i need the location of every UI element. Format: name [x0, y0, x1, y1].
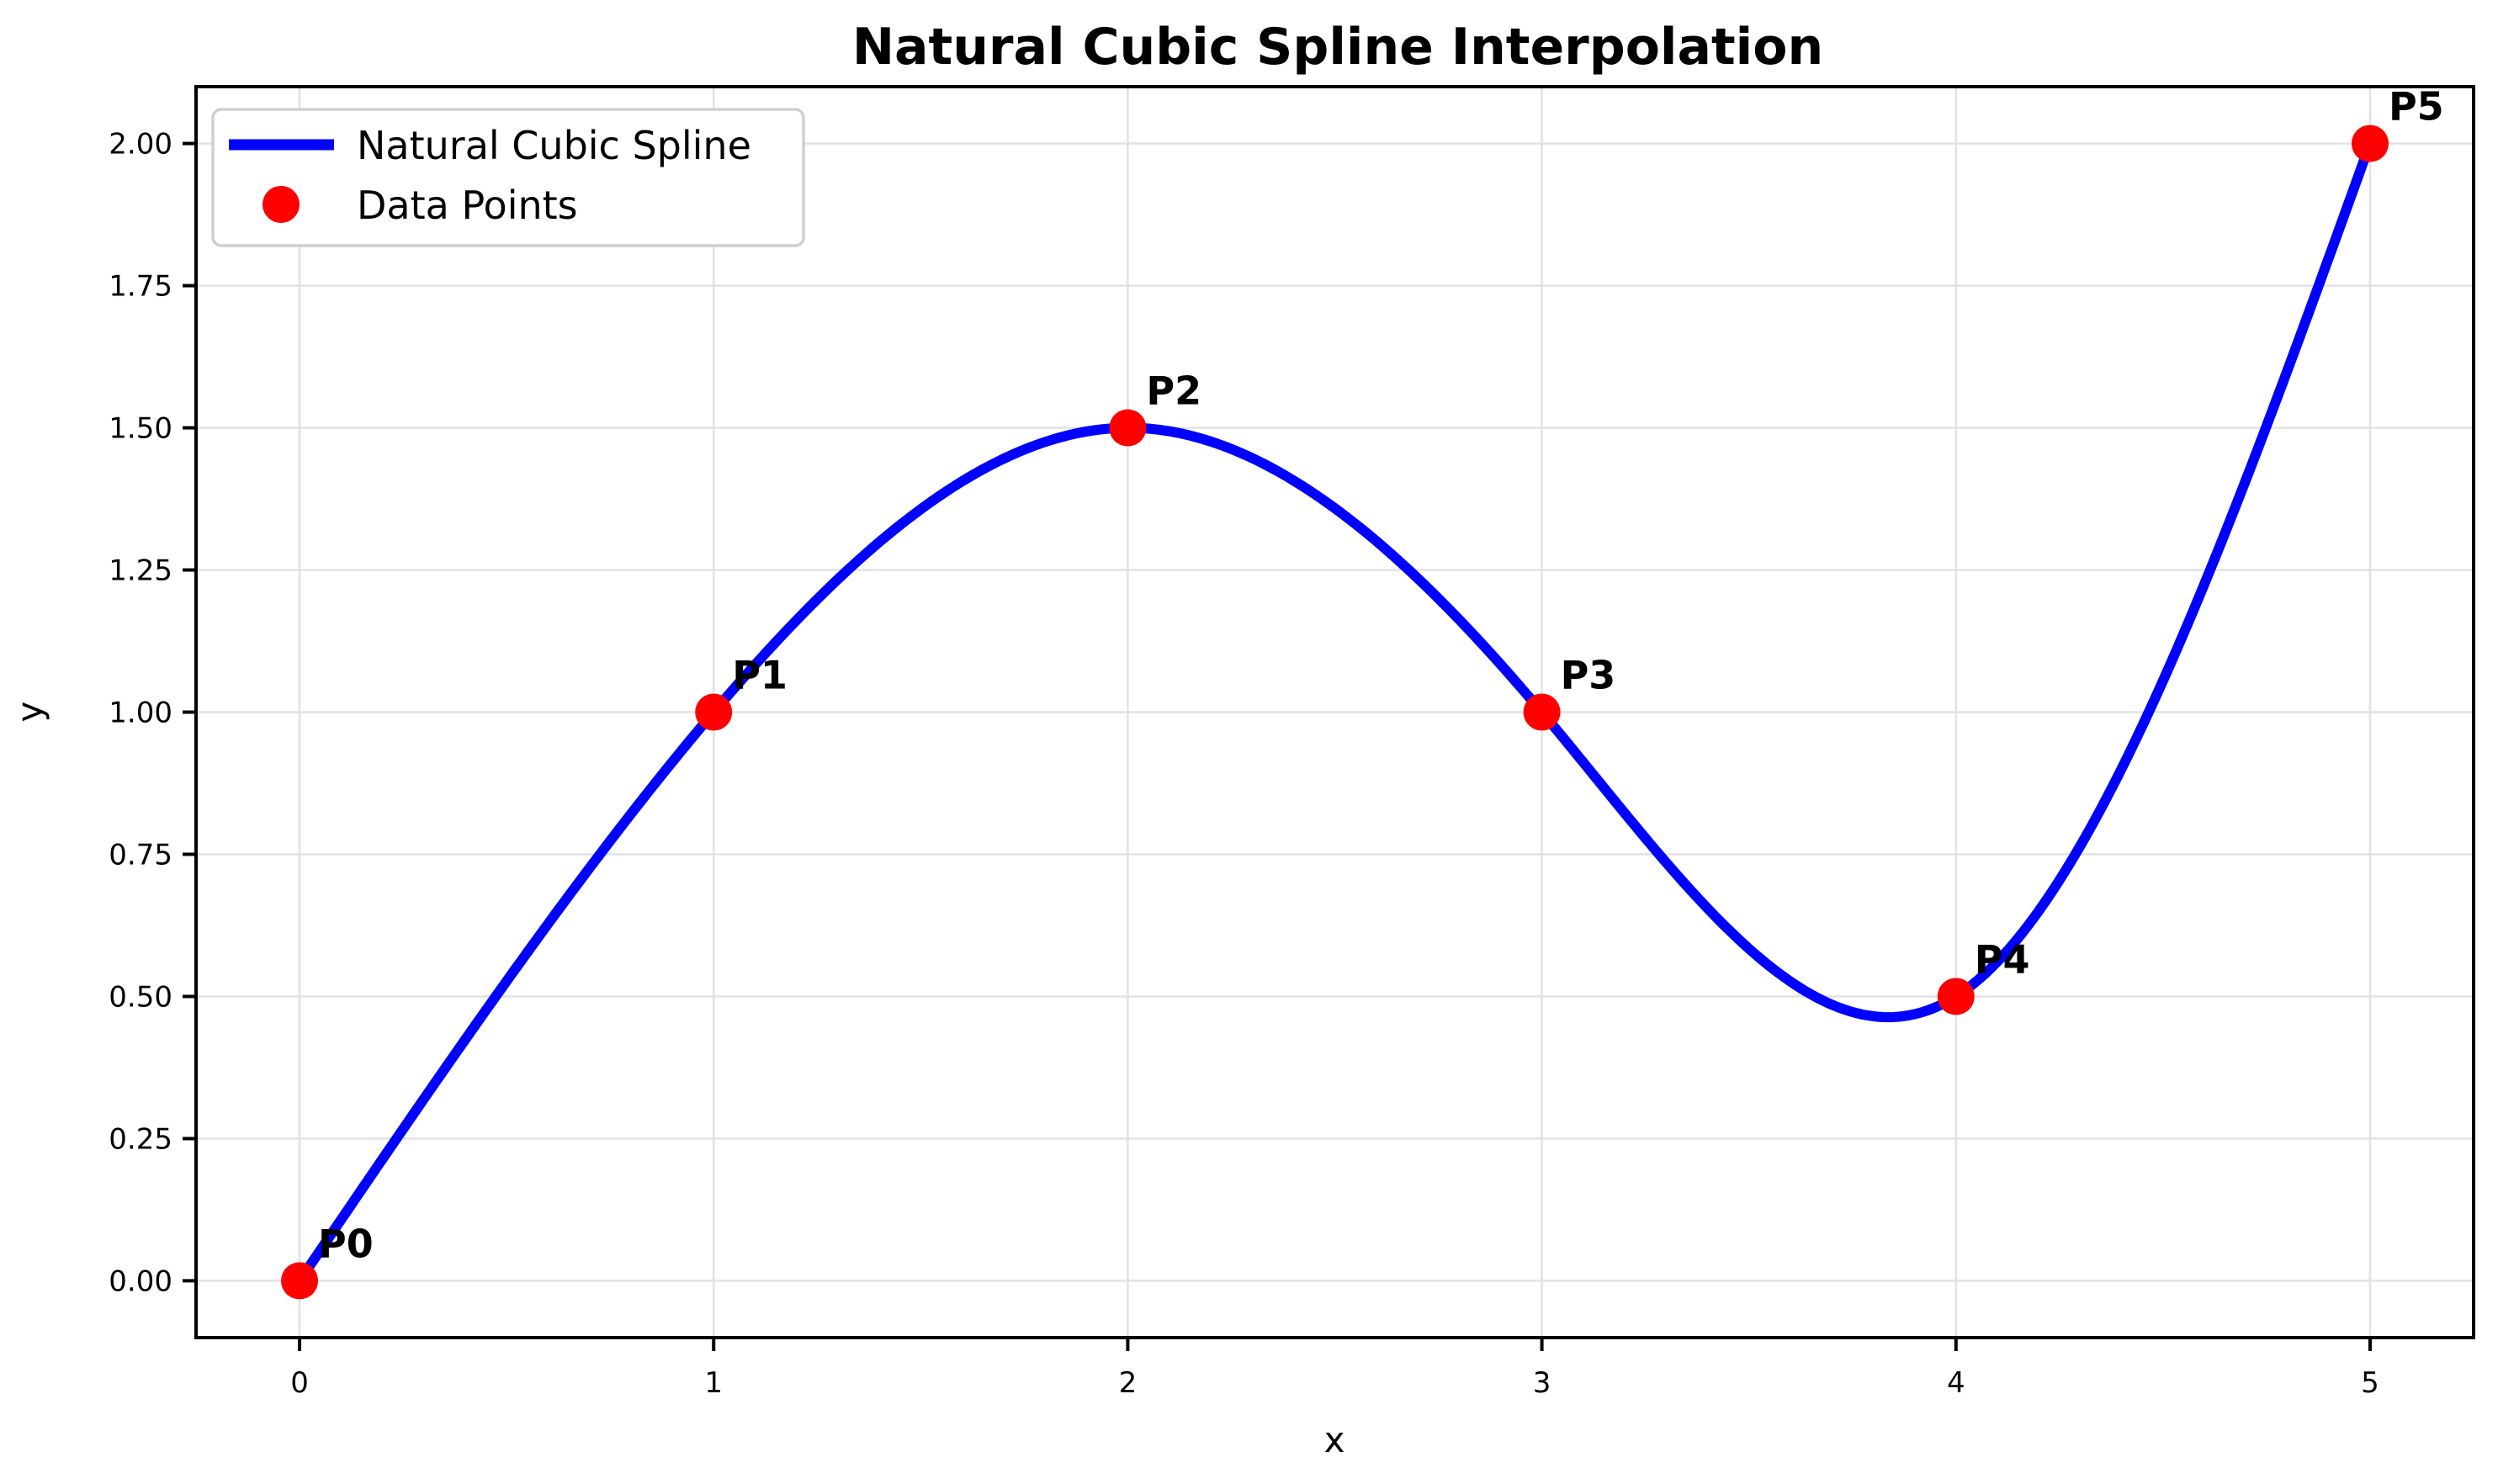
y-tick-label: 2.00 [109, 128, 172, 162]
axis-ticks: 0 1 2 3 4 5 0.00 0.25 0.50 0.75 1.00 1.25 1.50 1.75 2.… [109, 128, 2379, 1400]
point-label: P1 [732, 653, 788, 698]
y-tick-label: 0.25 [109, 1122, 172, 1156]
legend-marker-sample [263, 186, 300, 223]
x-tick-label: 0 [290, 1366, 309, 1400]
spline-series [294, 138, 2375, 1286]
x-tick-label: 1 [704, 1366, 723, 1400]
legend-label-spline: Natural Cubic Spline [357, 123, 751, 168]
data-point [2351, 125, 2389, 162]
point-label: P5 [2389, 84, 2444, 130]
grid [196, 87, 2474, 1338]
legend-label-points: Data Points [357, 183, 578, 228]
data-point [695, 693, 733, 731]
legend-box [211, 108, 805, 247]
y-tick-label: 1.00 [109, 697, 172, 730]
data-points [281, 125, 2389, 1300]
data-point [1109, 409, 1147, 447]
y-tick-label: 0.75 [109, 838, 172, 872]
y-tick-label: 1.75 [109, 270, 172, 304]
point-label: P0 [318, 1221, 374, 1266]
point-label: P4 [1975, 936, 2030, 982]
x-axis-label: x [1324, 1419, 1345, 1460]
data-point [1937, 978, 1975, 1015]
point-labels: P0 P1 P2 P3 P4 P5 [318, 84, 2444, 1267]
y-tick-label: 1.50 [109, 412, 172, 446]
point-label: P3 [1561, 653, 1616, 698]
data-point [281, 1262, 319, 1300]
spline-curve [294, 138, 2375, 1286]
x-tick-label: 5 [2361, 1366, 2379, 1400]
x-tick-label: 4 [1947, 1366, 1965, 1400]
y-tick-label: 1.25 [109, 554, 172, 588]
chart-title: Natural Cubic Spline Interpolation [852, 18, 1823, 77]
x-tick-label: 3 [1533, 1366, 1551, 1400]
x-tick-label: 2 [1119, 1366, 1138, 1400]
y-tick-label: 0.50 [109, 980, 172, 1014]
point-label: P2 [1146, 368, 1201, 414]
data-point [1523, 693, 1561, 731]
legend: Natural Cubic Spline Data Points [211, 108, 805, 247]
y-axis-label: y [9, 702, 50, 723]
y-tick-label: 0.00 [109, 1264, 172, 1298]
